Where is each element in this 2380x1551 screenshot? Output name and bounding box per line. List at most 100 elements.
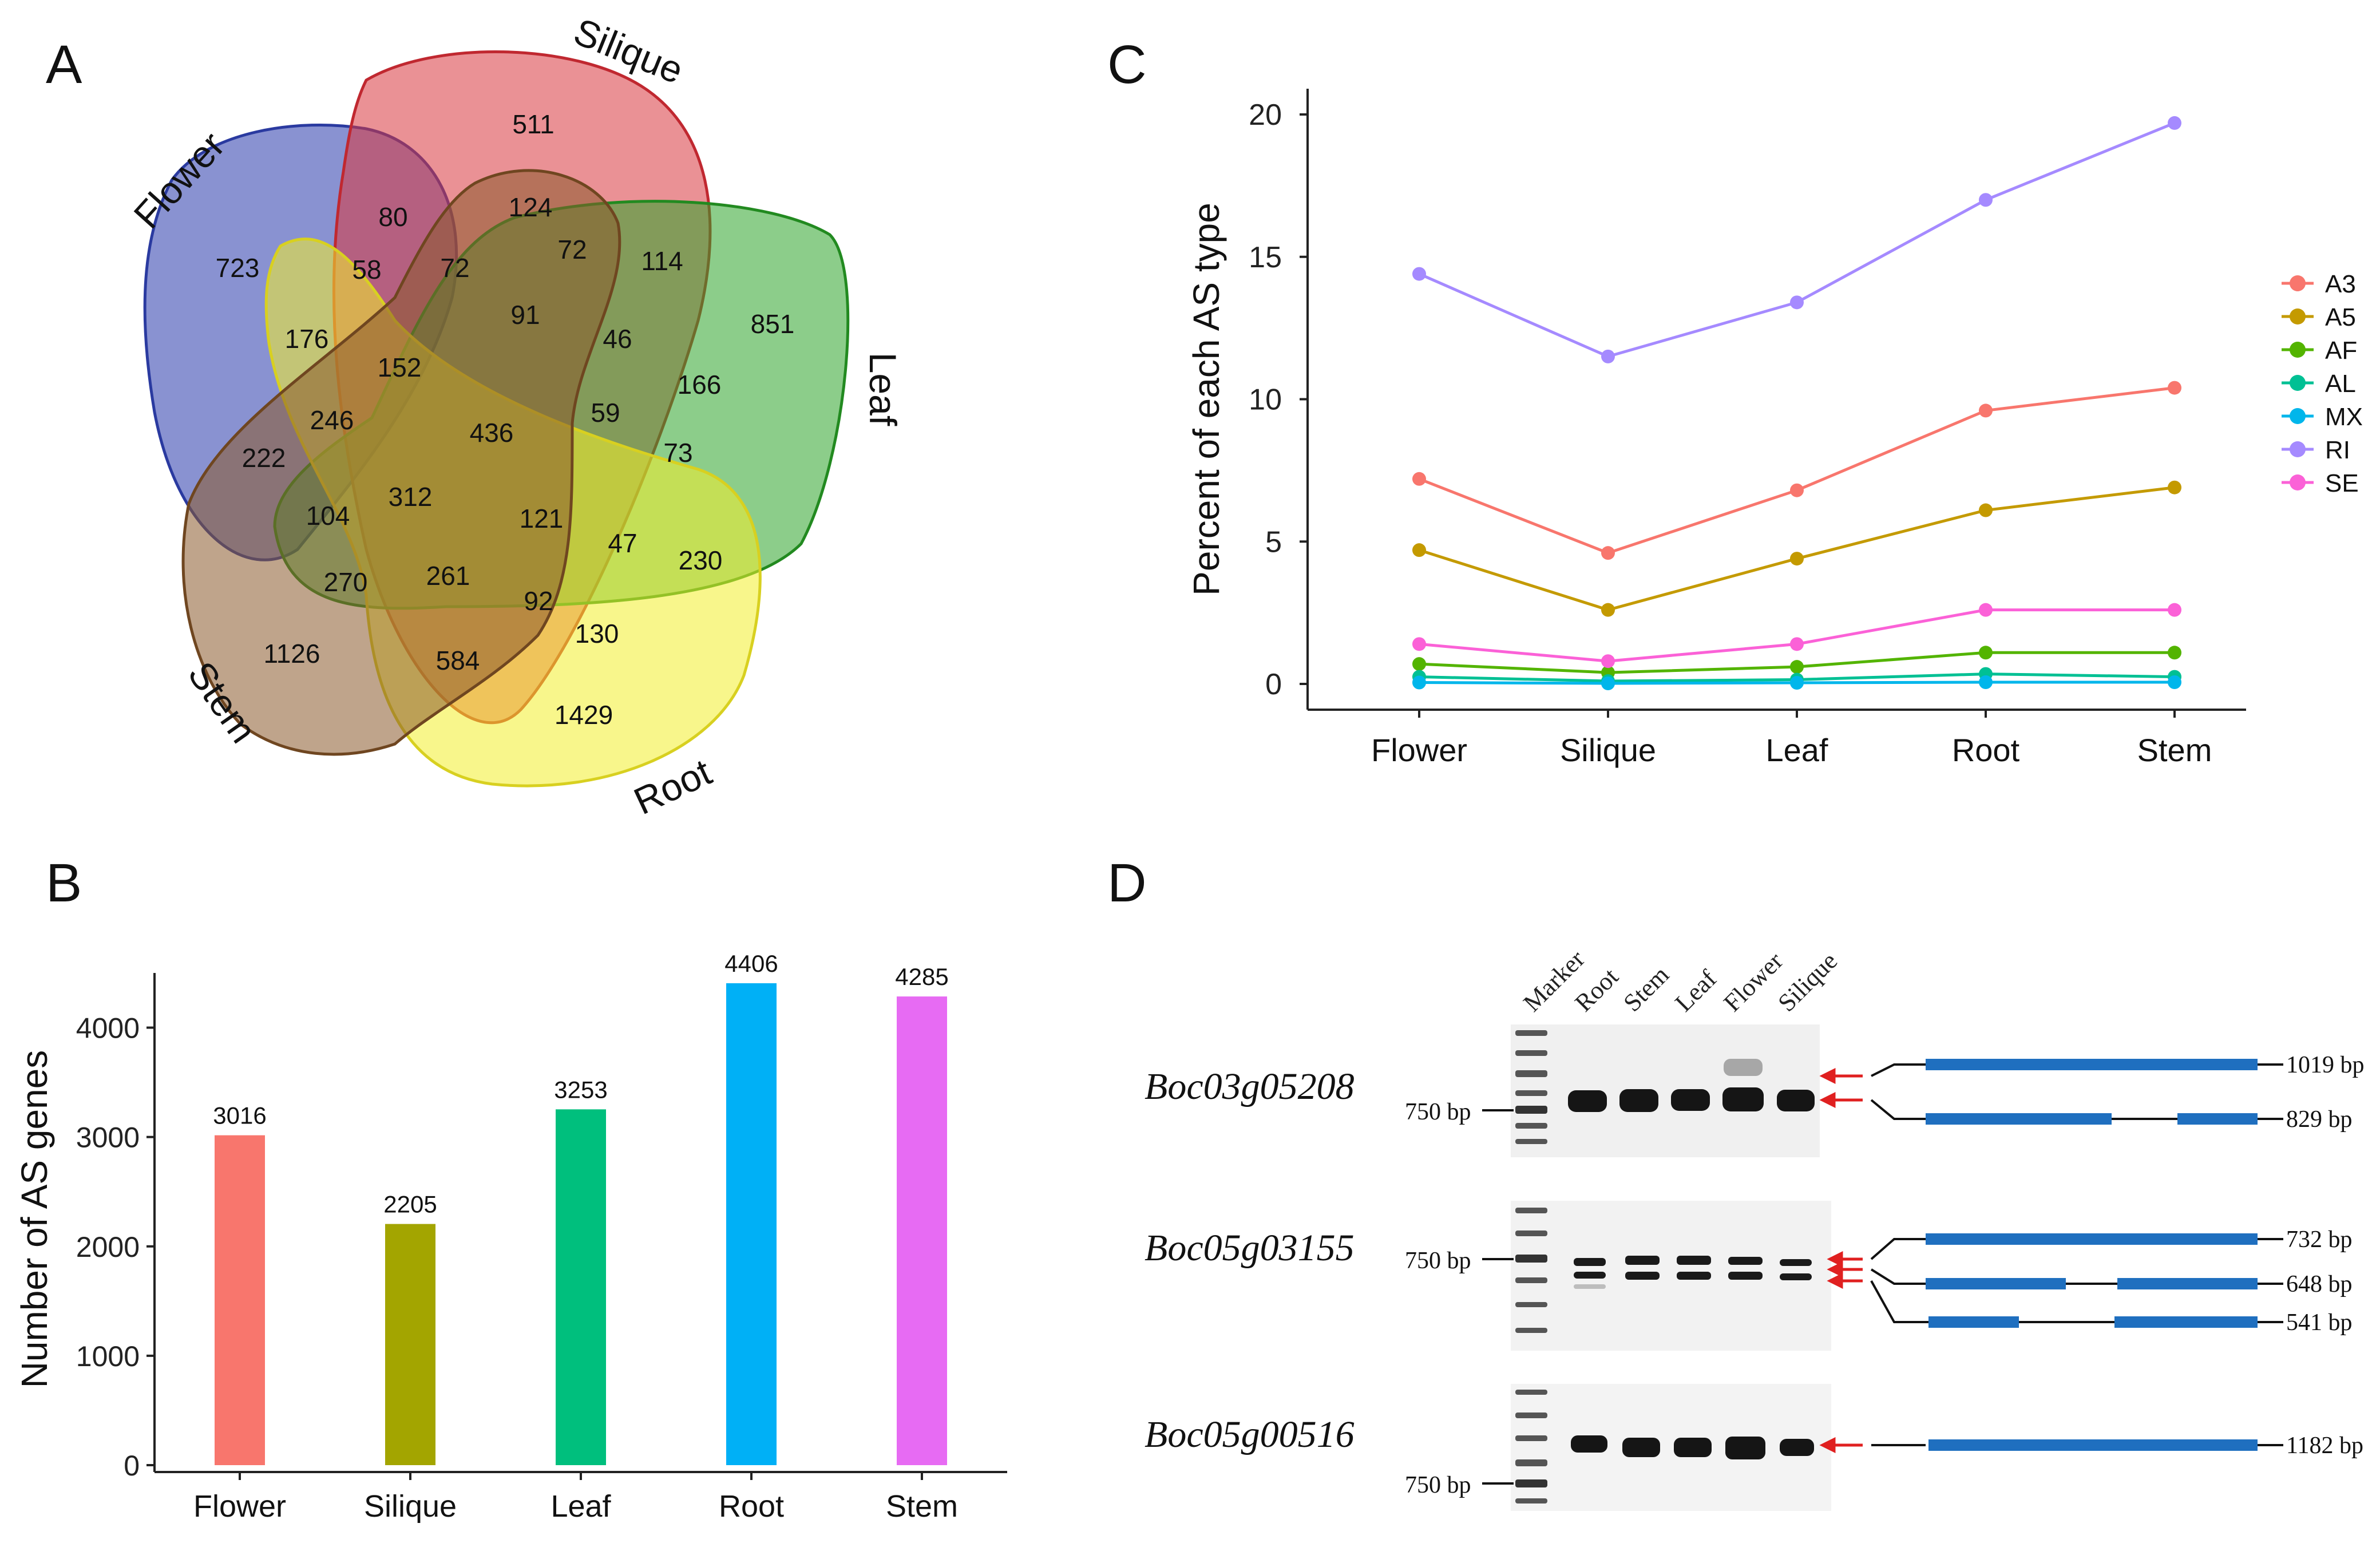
data-point-a5 <box>2168 480 2181 494</box>
line-x-tick-label: Root <box>1952 732 2020 768</box>
data-point-a3 <box>1790 483 1804 497</box>
venn-count: 124 <box>509 192 553 222</box>
marker-size-label: 750 bp <box>1405 1248 1471 1274</box>
bar-y-tick-label: 4000 <box>76 1012 140 1044</box>
venn-label-leaf: Leaf <box>862 353 904 426</box>
bar <box>726 983 777 1465</box>
venn-count: 130 <box>575 619 619 648</box>
gene-name-2: Boc05g03155 <box>1145 1227 1355 1269</box>
line-x-tick-label: Leaf <box>1766 732 1828 768</box>
data-point-ri <box>1601 349 1615 363</box>
venn-count: 73 <box>663 438 692 468</box>
legend-swatch <box>2290 441 2306 457</box>
venn-count: 91 <box>510 300 540 330</box>
line-x-tick-label: Stem <box>2137 732 2212 768</box>
exon-bar <box>2117 1278 2258 1289</box>
legend-swatch <box>2290 275 2306 291</box>
legend-swatch <box>2290 375 2306 391</box>
band-size-label: 1182 bp <box>2286 1433 2363 1459</box>
venn-count: 176 <box>285 324 329 354</box>
venn-count: 270 <box>324 567 368 597</box>
bar-x-tick-label: Root <box>719 1489 784 1524</box>
bar-x-tick-label: Leaf <box>551 1489 611 1524</box>
legend-label: AF <box>2325 337 2357 365</box>
venn-count: 92 <box>524 586 553 616</box>
bar <box>215 1135 265 1465</box>
data-point-se <box>1412 637 1426 651</box>
panel-label-b: B <box>46 853 82 913</box>
venn-count: 152 <box>378 353 422 382</box>
legend-swatch <box>2290 308 2306 325</box>
legend-swatch <box>2290 342 2306 358</box>
bar <box>556 1109 606 1465</box>
data-point-mx <box>1790 676 1804 690</box>
data-point-a3 <box>2168 381 2181 395</box>
legend-label: A5 <box>2325 303 2356 331</box>
venn-count: 47 <box>608 528 637 558</box>
data-point-a5 <box>1601 603 1615 617</box>
bar-data-label: 2205 <box>383 1191 437 1218</box>
marker-size-label: 750 bp <box>1405 1472 1471 1498</box>
line-chart: Percent of each AS type 0 5 10 15 20 Flower Si… <box>1186 89 2363 768</box>
venn-count: 246 <box>310 405 354 435</box>
legend-swatch <box>2290 474 2306 490</box>
band-size-label: 732 bp <box>2286 1226 2353 1253</box>
venn-count: 1429 <box>555 700 613 730</box>
bar-y-tick-label: 0 <box>124 1450 140 1482</box>
exon-bar <box>1928 1439 2258 1451</box>
exon-bar <box>1926 1059 2258 1070</box>
data-point-mx <box>1412 675 1426 690</box>
data-point-a3 <box>1601 546 1615 560</box>
panel-label-a: A <box>46 34 82 95</box>
gene-name-3: Boc05g00516 <box>1145 1414 1355 1455</box>
panel-label-d: D <box>1107 853 1147 913</box>
legend-swatch <box>2290 408 2306 424</box>
data-point-ri <box>2168 116 2181 130</box>
venn-count: 723 <box>216 253 260 283</box>
bar-ylabel: Number of AS genes <box>14 1050 55 1388</box>
legend-label: RI <box>2325 436 2350 464</box>
venn-diagram: Flower Silique Leaf Root Stem 511 723 85… <box>125 10 904 822</box>
data-point-af <box>1979 646 1993 660</box>
data-point-af <box>1412 657 1426 671</box>
legend-label: MX <box>2325 403 2363 431</box>
data-point-mx <box>2168 675 2181 690</box>
exon-bar <box>1926 1233 2258 1245</box>
bar-chart: Number of AS genes 0 1000 2000 3000 4000 3016… <box>14 950 1007 1524</box>
line-y-tick-label: 20 <box>1249 98 1282 132</box>
line-y-tick-label: 15 <box>1249 241 1282 274</box>
bar-x-tick-label: Silique <box>364 1489 457 1524</box>
band-size-label: 541 bp <box>2286 1309 2353 1336</box>
data-point-mx <box>1979 675 1993 690</box>
venn-count: 72 <box>440 253 469 283</box>
line-x-tick-label: Silique <box>1560 732 1656 768</box>
data-point-af <box>1790 660 1804 674</box>
data-point-se <box>1979 603 1993 617</box>
line-y-tick-label: 0 <box>1265 668 1282 701</box>
venn-count: 121 <box>520 504 564 533</box>
bar-data-label: 4406 <box>724 950 778 977</box>
bar-data-label: 3016 <box>213 1102 266 1129</box>
data-point-se <box>1601 654 1615 668</box>
gene-name-1: Boc03g05208 <box>1145 1066 1355 1107</box>
bar-y-tick-label: 2000 <box>76 1231 140 1263</box>
data-point-a5 <box>1790 552 1804 566</box>
venn-count: 114 <box>641 246 683 276</box>
gel-image-1 <box>1511 1024 1820 1157</box>
venn-count: 72 <box>557 235 587 264</box>
bar <box>385 1224 435 1465</box>
venn-count: 261 <box>426 561 470 591</box>
line-ylabel: Percent of each AS type <box>1186 203 1227 596</box>
panel-label-c: C <box>1107 34 1147 95</box>
data-point-mx <box>1601 676 1615 691</box>
exon-bar <box>2177 1113 2258 1125</box>
band-size-label: 648 bp <box>2286 1271 2353 1297</box>
bar-x-tick-label: Stem <box>886 1489 958 1524</box>
bar-data-label: 3253 <box>554 1076 607 1103</box>
exon-bar <box>2114 1316 2258 1328</box>
venn-count: 584 <box>436 646 480 675</box>
exon-bar <box>1926 1113 2112 1125</box>
line-y-tick-label: 5 <box>1265 525 1282 559</box>
venn-count: 46 <box>603 324 632 354</box>
